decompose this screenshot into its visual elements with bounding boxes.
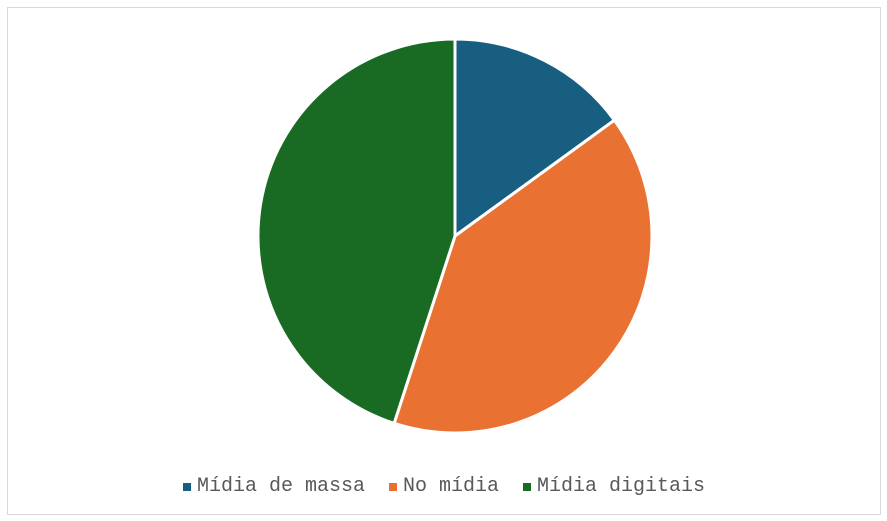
legend-swatch-midia-digitais [523, 483, 531, 491]
legend-label-midia-digitais: Mídia digitais [537, 475, 706, 498]
pie-slice-midia-digitais [256, 37, 457, 425]
pie-slice-midia-de-massa [453, 37, 616, 238]
legend-swatch-midia-de-massa [182, 483, 191, 491]
legend-swatch-no-midia [388, 483, 397, 491]
legend: Mídia de massa No mídia Mídia digitais [8, 477, 880, 497]
legend-label-no-midia: No mídia [402, 475, 499, 498]
legend-item-midia-de-massa: Mídia de massa [182, 475, 365, 498]
legend-item-midia-digitais: Mídia digitais [523, 477, 705, 497]
legend-item-no-midia: No mídia [388, 475, 499, 498]
pie-slice-no-midia [392, 118, 654, 435]
chart-area: Mídia de massa No mídia Mídia digitais [7, 7, 881, 515]
legend-label-midia-de-massa: Mídia de massa [196, 475, 365, 498]
pie-chart [256, 37, 654, 435]
